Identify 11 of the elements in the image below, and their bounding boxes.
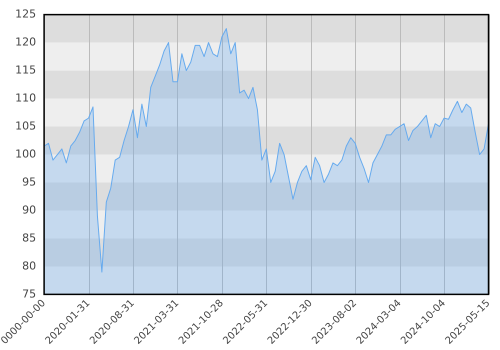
y-tick-label: 75 <box>22 287 36 300</box>
y-tick-label: 110 <box>15 91 36 104</box>
y-tick-label: 90 <box>22 203 36 216</box>
y-tick-label: 80 <box>22 259 36 272</box>
y-tick-label: 85 <box>22 231 36 244</box>
y-tick-label: 120 <box>15 35 36 48</box>
y-tick-label: 95 <box>22 175 36 188</box>
y-tick-label: 125 <box>15 7 36 20</box>
y-tick-label: 115 <box>15 63 36 76</box>
y-tick-label: 105 <box>15 119 36 132</box>
y-tick-label: 100 <box>15 147 36 160</box>
